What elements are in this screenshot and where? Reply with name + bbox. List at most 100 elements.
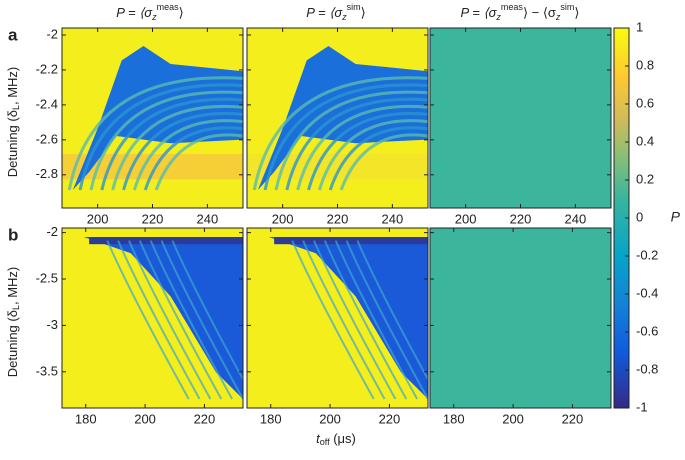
x-axis-label-sub: off	[320, 437, 330, 447]
heatmap-region	[257, 46, 428, 190]
heatmap-stripe	[160, 240, 243, 400]
x-tick-label: 240	[564, 211, 586, 226]
y-axis-label-rest: , MHz)	[5, 67, 20, 105]
heatmap-stripe	[339, 133, 428, 191]
heatmap-stripe	[132, 119, 243, 191]
heatmap-stripe	[302, 240, 386, 400]
panel-label: a	[8, 25, 18, 44]
y-tick-label: -2.8	[36, 166, 58, 181]
heatmap-background	[430, 28, 611, 208]
x-axis-label-rest: (μs)	[330, 431, 356, 446]
title-sup: sim	[347, 2, 361, 12]
colorbar-tick-label: 0	[636, 209, 643, 224]
column-title: P = ⟨σzsim⟩	[306, 2, 366, 22]
title-sub: z	[151, 12, 157, 22]
y-tick-label: -3	[46, 317, 58, 332]
title-sub: z	[341, 12, 347, 22]
heatmap	[430, 28, 611, 208]
title-sup: meas	[157, 2, 180, 12]
heatmap-stripe	[285, 97, 428, 191]
heatmap-stripe	[328, 126, 428, 191]
y-axis-label-rest: , MHz)	[5, 267, 20, 305]
colorbar-tick-label: 0.4	[636, 133, 654, 148]
panel-label: b	[8, 225, 18, 244]
x-tick-label: 220	[194, 411, 216, 426]
x-tick-label: 200	[455, 211, 477, 226]
x-tick-label: 200	[502, 411, 524, 426]
heatmap	[62, 228, 243, 408]
colorbar-tick-label: 1	[636, 19, 643, 34]
heatmap-band	[274, 237, 428, 245]
heatmap-stripe	[317, 119, 428, 191]
x-tick-label: 220	[510, 211, 532, 226]
x-axis-label: toff (μs)	[316, 431, 356, 447]
y-tick-label: -2.6	[36, 131, 58, 146]
colorbar-tick-label: 0.2	[636, 171, 654, 186]
heatmap-stripe	[356, 240, 428, 382]
panel-frame	[246, 227, 429, 409]
heatmap	[247, 228, 428, 408]
heatmap-stripe	[143, 126, 243, 191]
title-sup: meas	[501, 2, 524, 12]
heatmap-stripe	[149, 240, 234, 400]
x-tick-label: 200	[319, 411, 341, 426]
colorbar-tick-label: -1	[636, 399, 648, 414]
y-tick-label: -2.2	[36, 61, 58, 76]
y-tick-label: -2	[46, 224, 58, 239]
colorbar-tick-label: -0.8	[636, 361, 658, 376]
title-part: ⟩	[574, 5, 579, 20]
heatmap-stripe	[111, 104, 243, 191]
heatmap-stripe	[106, 240, 190, 400]
y-axis-label-sub: L	[11, 305, 21, 310]
heatmap-stripe	[345, 240, 428, 400]
heatmap-stripe	[313, 240, 397, 400]
y-tick-label: -3.5	[36, 363, 58, 378]
x-tick-label: 240	[196, 211, 218, 226]
colorbar-tick-label: -0.2	[636, 247, 658, 262]
heatmap-stripe	[263, 83, 428, 191]
title-sub: z	[555, 12, 561, 22]
y-axis-label-text: Detuning (δ	[5, 110, 20, 177]
colorbar-tick-label: 0.6	[636, 95, 654, 110]
heatmap-stripe	[171, 240, 243, 382]
y-axis-label-text: Detuning (δ	[5, 310, 20, 377]
x-tick-label: 220	[142, 211, 164, 226]
heatmap-stripe	[117, 240, 201, 400]
heatmap-stripe	[274, 90, 428, 191]
x-tick-label: 200	[134, 411, 156, 426]
y-tick-label: -2.5	[36, 270, 58, 285]
x-tick-label: 220	[379, 411, 401, 426]
heatmap-background	[430, 228, 611, 408]
heatmap-region	[268, 237, 428, 399]
x-axis-label-text: t	[316, 431, 321, 446]
y-axis-label-sub: L	[11, 105, 21, 110]
heatmap-stripe	[252, 76, 428, 191]
colorbar-tick-label: -0.4	[636, 285, 658, 300]
x-tick-label: 180	[443, 411, 465, 426]
title-sub: z	[495, 12, 501, 22]
title-part: ⟩ − ⟨σ	[523, 5, 556, 20]
x-tick-label: 220	[562, 411, 584, 426]
heatmap-stripe	[291, 240, 375, 400]
x-tick-label: 200	[87, 211, 109, 226]
column-title: P = ⟨σzmeas⟩	[116, 2, 184, 22]
title-part: P = ⟨σ	[461, 5, 498, 20]
title-part: P = ⟨σ	[116, 5, 153, 20]
x-tick-label: 180	[260, 411, 282, 426]
column-title: P = ⟨σzmeas⟩ − ⟨σzsim⟩	[461, 2, 580, 22]
heatmap-stripe	[154, 133, 243, 191]
panel-frame	[429, 227, 612, 409]
heatmap-stripe	[323, 240, 408, 400]
heatmap-stripe	[128, 240, 212, 400]
heatmap-band	[89, 237, 243, 245]
heatmap-stripe	[78, 83, 243, 191]
heatmap-stripe	[100, 97, 243, 191]
y-axis-label: Detuning (δL, MHz)	[5, 267, 21, 378]
heatmap-stripe	[138, 240, 223, 400]
x-tick-label: 240	[381, 211, 403, 226]
heatmap-stripe	[334, 240, 419, 400]
x-tick-label: 200	[272, 211, 294, 226]
y-tick-label: -2.4	[36, 96, 58, 111]
heatmap-region	[83, 237, 243, 399]
